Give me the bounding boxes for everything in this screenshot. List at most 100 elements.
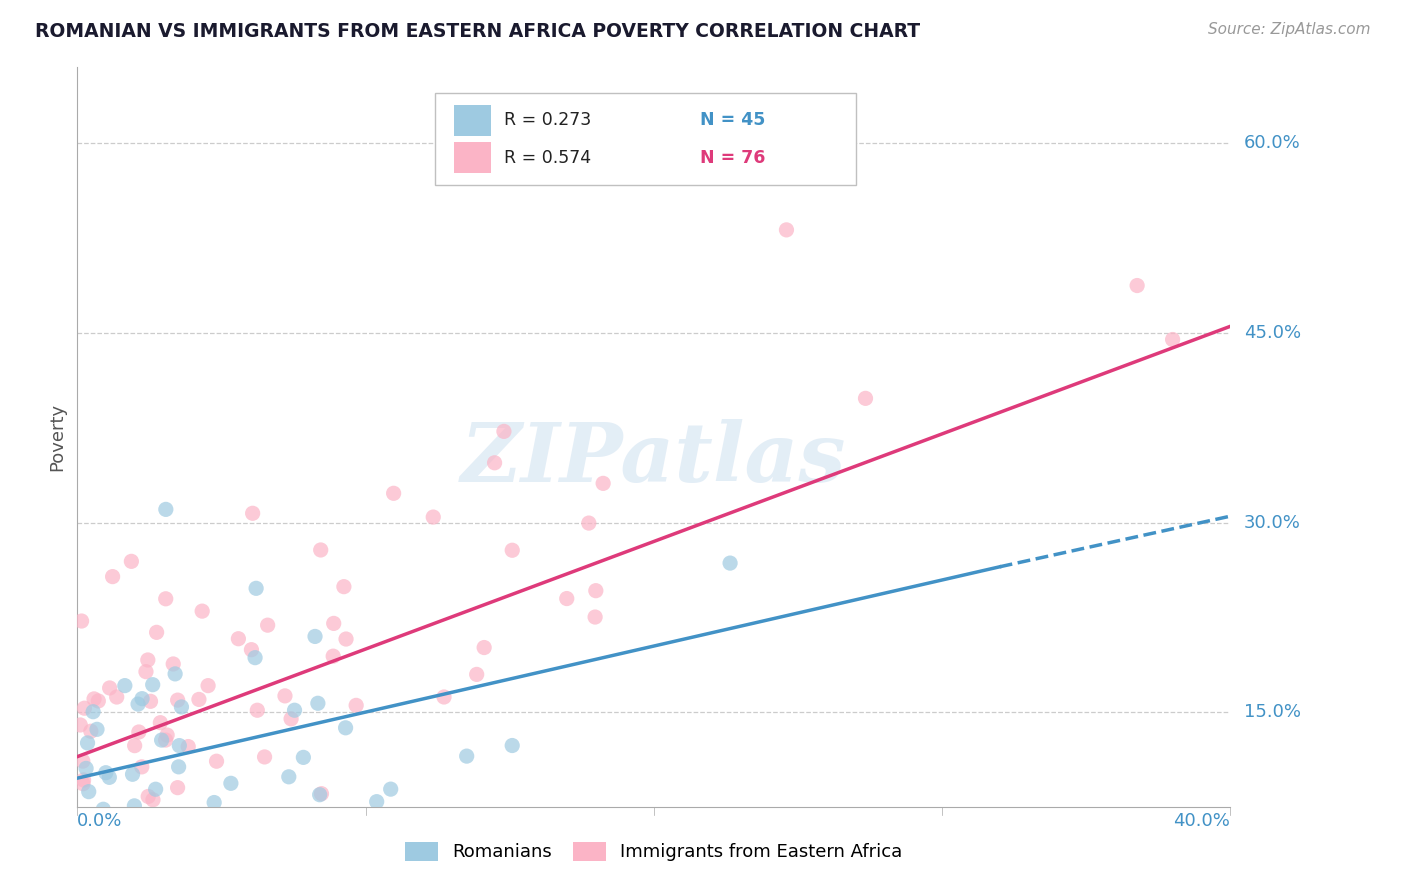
Point	[380, 782, 402, 797]
Point	[145, 782, 167, 797]
Point	[127, 835, 149, 849]
Point	[307, 696, 329, 710]
Point	[202, 835, 225, 849]
Point	[70, 614, 93, 628]
Point	[304, 630, 326, 644]
Point	[120, 554, 142, 568]
Point	[165, 666, 187, 681]
Point	[72, 754, 94, 768]
Point	[124, 845, 146, 859]
Point	[127, 697, 149, 711]
Point	[83, 692, 105, 706]
Point	[718, 556, 741, 570]
Point	[256, 812, 278, 826]
Point	[382, 486, 405, 500]
Point	[322, 649, 344, 664]
Point	[142, 678, 165, 692]
Point	[277, 770, 299, 784]
Point	[127, 845, 149, 859]
Point	[283, 703, 305, 717]
Text: 45.0%: 45.0%	[1244, 324, 1302, 342]
Point	[501, 739, 523, 753]
Point	[456, 749, 478, 764]
Point	[309, 543, 332, 558]
Point	[472, 640, 495, 655]
Text: 0.0%: 0.0%	[77, 813, 122, 830]
Point	[142, 793, 165, 807]
Point	[235, 845, 257, 859]
Point	[205, 754, 228, 768]
Point	[492, 425, 515, 439]
Point	[166, 780, 188, 795]
Point	[94, 765, 117, 780]
Bar	[454, 104, 491, 136]
Point	[583, 610, 606, 624]
Point	[145, 625, 167, 640]
Point	[105, 690, 128, 704]
Text: ZIPatlas: ZIPatlas	[461, 419, 846, 500]
Point	[256, 618, 278, 632]
Point	[1126, 278, 1149, 293]
Point	[73, 845, 96, 859]
Point	[243, 650, 266, 665]
Point	[775, 223, 797, 237]
Point	[156, 728, 179, 742]
Text: 60.0%: 60.0%	[1244, 134, 1301, 152]
Point	[170, 700, 193, 714]
Text: N = 76: N = 76	[700, 149, 765, 167]
Point	[433, 690, 456, 704]
Point	[202, 796, 225, 810]
Point	[121, 767, 143, 781]
Point	[177, 739, 200, 754]
Point	[366, 795, 388, 809]
Point	[228, 632, 250, 646]
Text: 40.0%: 40.0%	[1174, 813, 1230, 830]
Point	[484, 456, 506, 470]
Point	[135, 665, 157, 679]
Point	[82, 705, 104, 719]
Point	[280, 712, 302, 726]
Point	[124, 739, 146, 753]
Point	[155, 733, 177, 747]
FancyBboxPatch shape	[434, 93, 856, 186]
Point	[136, 653, 159, 667]
Point	[135, 845, 157, 859]
Point	[253, 750, 276, 764]
Point	[465, 667, 488, 681]
Point	[162, 845, 184, 859]
Point	[149, 715, 172, 730]
Y-axis label: Poverty: Poverty	[48, 403, 66, 471]
Point	[101, 569, 124, 583]
Text: Source: ZipAtlas.com: Source: ZipAtlas.com	[1208, 22, 1371, 37]
Point	[69, 718, 91, 732]
Point	[592, 476, 614, 491]
Point	[292, 750, 315, 764]
Point	[311, 787, 333, 801]
Point	[98, 770, 121, 784]
Text: R = 0.273: R = 0.273	[503, 112, 591, 129]
Text: N = 45: N = 45	[700, 112, 765, 129]
Point	[344, 698, 367, 713]
Point	[585, 583, 607, 598]
Point	[246, 703, 269, 717]
Point	[128, 725, 150, 739]
Point	[77, 845, 100, 859]
Point	[131, 760, 153, 774]
Point	[1161, 333, 1184, 347]
Point	[322, 616, 344, 631]
Point	[166, 693, 188, 707]
Point	[155, 591, 177, 606]
Point	[191, 604, 214, 618]
Point	[333, 580, 356, 594]
Point	[201, 845, 224, 859]
Point	[72, 772, 94, 787]
Point	[91, 802, 114, 816]
Point	[155, 502, 177, 516]
Point	[501, 543, 523, 558]
Point	[97, 845, 120, 859]
Point	[162, 657, 184, 671]
Point	[114, 816, 136, 830]
Point	[114, 679, 136, 693]
Point	[98, 681, 121, 695]
Point	[100, 845, 122, 859]
